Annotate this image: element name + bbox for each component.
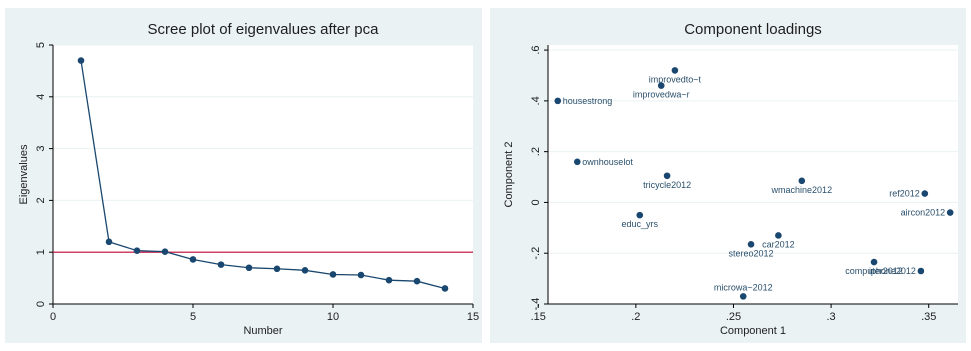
data-point [77, 57, 85, 64]
point-label: housestrong [563, 96, 613, 106]
point-label: improvedwa~r [633, 90, 690, 100]
point-label: educ_yrs [621, 219, 658, 229]
y-tick-label: 1 [35, 249, 47, 255]
data-point [161, 248, 169, 255]
data-point [413, 277, 421, 285]
plot-area [53, 45, 473, 304]
x-axis-title: Component 1 [720, 325, 786, 337]
y-tick-label: .2 [530, 147, 542, 156]
x-tick-label: 5 [190, 311, 196, 323]
point-label: ref2012 [889, 189, 920, 199]
data-point [671, 67, 679, 74]
data-point [917, 267, 925, 275]
chart-title: Scree plot of eigenvalues after pca [148, 21, 380, 38]
data-point [105, 238, 113, 246]
data-point [870, 258, 878, 266]
data-point [739, 293, 747, 300]
point-label: improvedto~t [649, 74, 702, 84]
x-tick-label: .15 [531, 311, 546, 323]
y-axis-title: Component 2 [503, 141, 515, 207]
y-tick-label: .6 [530, 45, 542, 54]
point-label: aircon2012 [901, 208, 946, 218]
scree-plot: Scree plot of eigenvalues after pca 0 1 2 3 4… [18, 21, 479, 337]
data-point [441, 285, 449, 292]
data-point [946, 209, 954, 216]
data-point [657, 82, 665, 89]
y-tick-label: 0 [35, 301, 47, 307]
component-loadings-panel: Component loadings -.4 -.2 0 .2 .4 .6 .15 .2 .25.… [490, 8, 966, 343]
series-line [80, 60, 446, 290]
point-label: iphone2012 [869, 266, 916, 276]
point-label: tricycle2012 [643, 180, 691, 190]
x-tick-label: .3 [827, 311, 836, 323]
data-point [357, 271, 365, 279]
y-tick-label: 3 [35, 146, 47, 152]
chart-title: Component loadings [684, 21, 822, 38]
y-tick-label: 0 [530, 199, 542, 205]
x-tick-label: .25 [726, 311, 741, 323]
point-label: car2012 [762, 239, 795, 249]
data-point [217, 261, 225, 268]
y-tick-label: -.2 [530, 247, 542, 260]
data-point [636, 211, 644, 219]
y-tick-label: 2 [35, 197, 47, 203]
y-tick-label: .4 [530, 96, 542, 105]
data-point [385, 276, 393, 284]
x-tick-label: 10 [327, 311, 339, 323]
data-point [747, 241, 755, 248]
data-point [921, 190, 929, 197]
data-point [273, 265, 281, 273]
point-label: computer2012 [845, 266, 903, 276]
plot-area [548, 45, 958, 304]
data-point [245, 264, 253, 272]
x-axis-title: Number [243, 325, 282, 337]
y-tick-label: -.4 [530, 298, 542, 311]
point-label: microwa~2012 [714, 282, 773, 292]
data-point [554, 97, 562, 105]
x-tick-label: .35 [921, 311, 936, 323]
data-point [573, 158, 581, 166]
point-label: wmachine2012 [771, 185, 833, 195]
data-point [798, 177, 806, 185]
point-label: stereo2012 [729, 248, 774, 258]
y-tick-label: 5 [35, 42, 47, 48]
y-tick-label: 4 [35, 94, 47, 100]
component-loadings-plot: Component loadings -.4 -.2 0 .2 .4 .6 .15 .2 .25.… [503, 21, 958, 337]
x-tick-label: 15 [467, 311, 479, 323]
data-point [133, 247, 141, 254]
point-label: ownhouselot [582, 157, 633, 167]
data-point [329, 271, 337, 278]
data-point [189, 256, 197, 263]
data-point [775, 232, 782, 239]
data-point [301, 267, 309, 274]
scree-plot-panel: Scree plot of eigenvalues after pca 0 1 2 3 4… [5, 8, 482, 343]
y-axis-title: Eigenvalues [18, 144, 30, 204]
data-point [663, 172, 671, 180]
x-tick-label: 0 [50, 311, 56, 323]
x-tick-label: .2 [631, 311, 640, 323]
